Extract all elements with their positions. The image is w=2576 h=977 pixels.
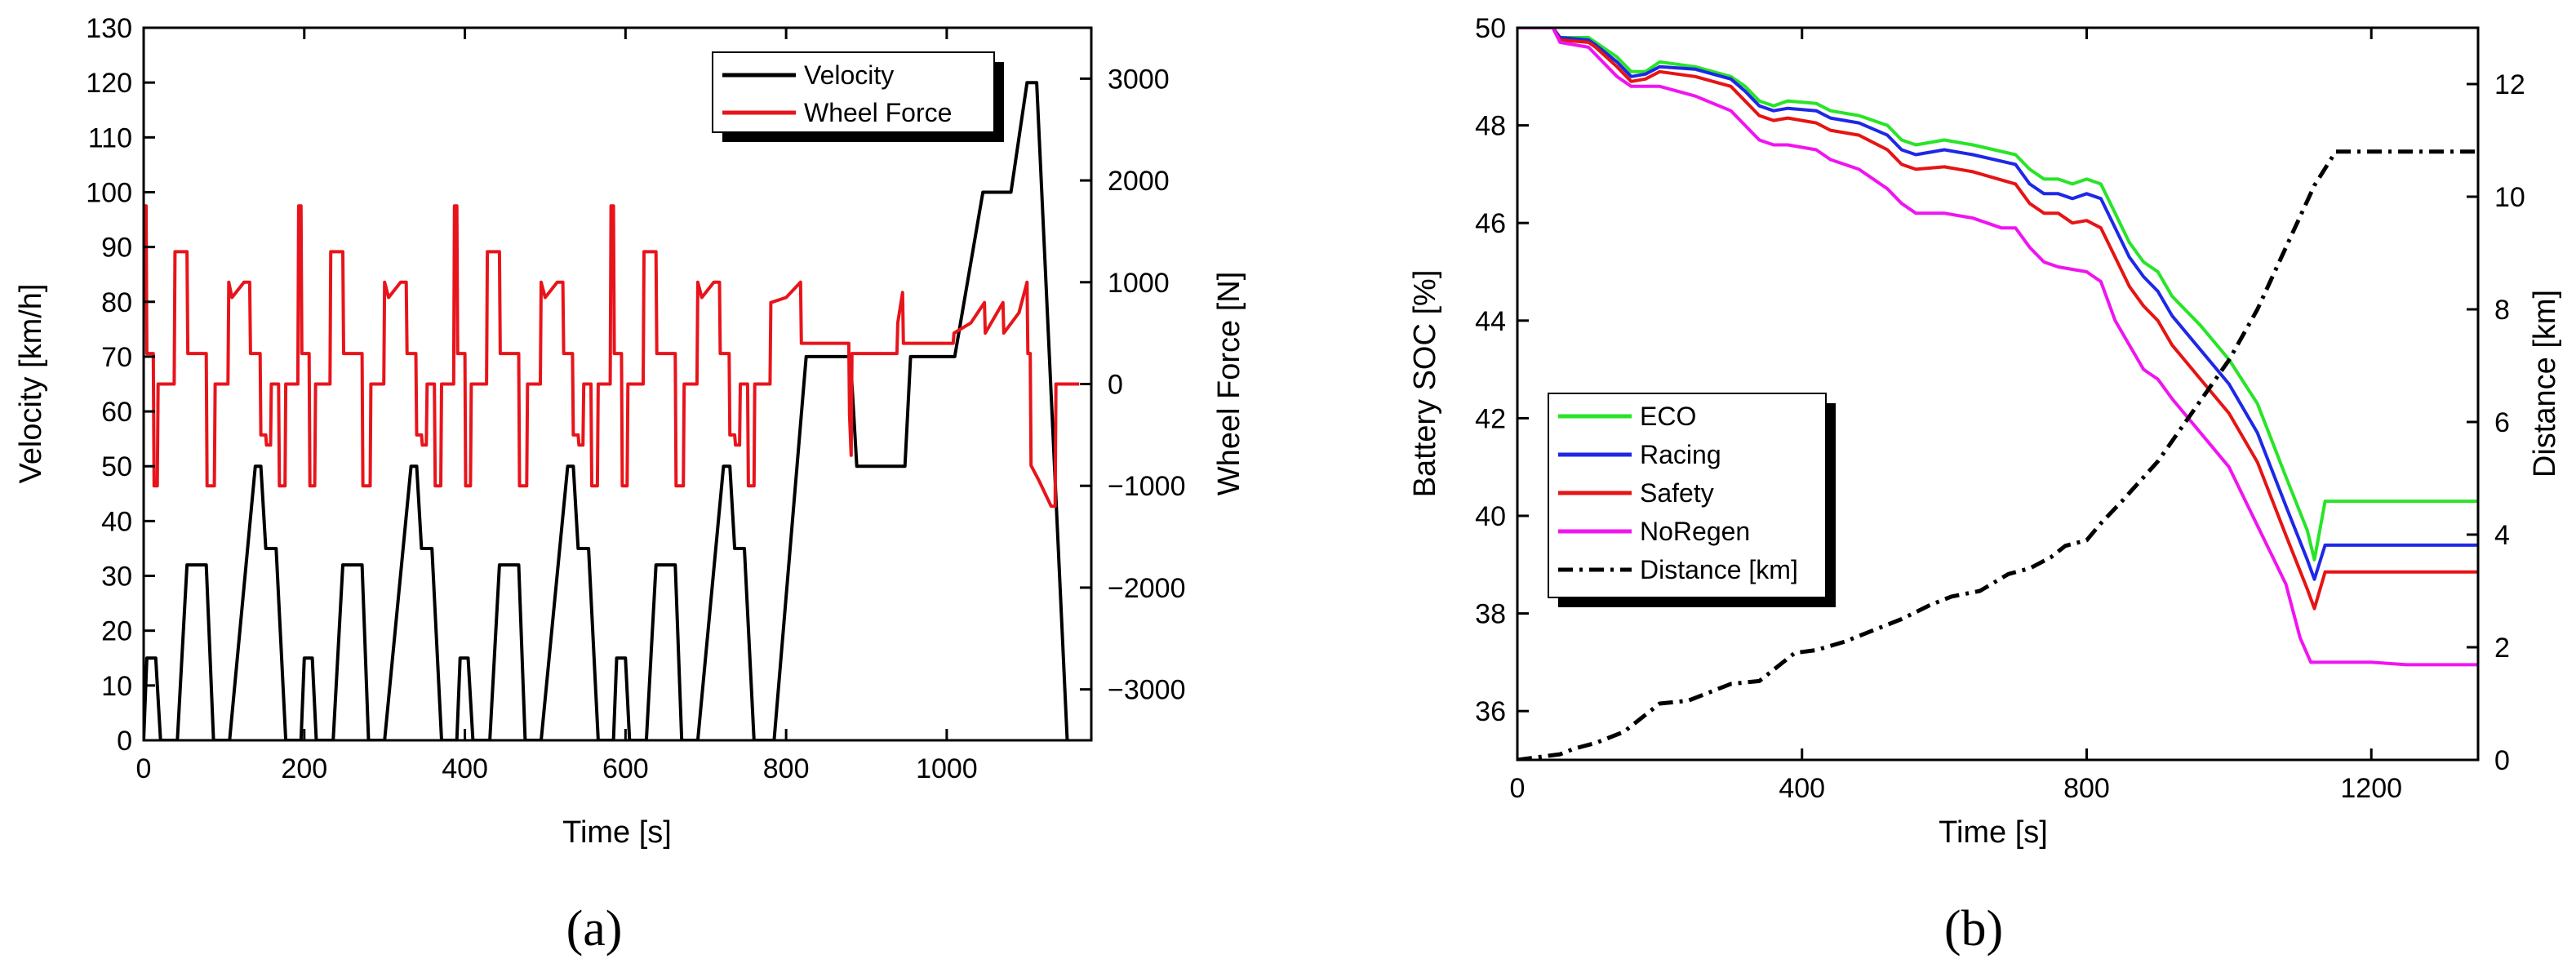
y-tick-label-a: 40: [101, 506, 132, 537]
y-tick-label-a: 50: [101, 451, 132, 482]
x-axis-label-a: Time [s]: [562, 815, 672, 850]
panel-label-b: (b): [1944, 901, 2003, 957]
y2-axis-label-a: Wheel Force [N]: [1212, 272, 1246, 496]
chart-a: 0 200 400 600 800 1000 0 10 20 30 40 50 60 70 80 90 100 1…: [14, 13, 1246, 957]
y2-tick-label-b: 10: [2494, 182, 2525, 213]
series-line-distance-km: [1517, 149, 2478, 760]
y-tick-label-a: 10: [101, 671, 132, 702]
series-line-safety: [1517, 28, 2478, 611]
x-tick-label-b: 400: [1779, 773, 1825, 804]
y-axis-label-b: Battery SOC [%]: [1408, 270, 1442, 498]
y2-tick-label-a: −3000: [1108, 675, 1186, 706]
legend-box-b: [1548, 393, 1827, 598]
y-tick-label-a: 100: [86, 177, 132, 208]
legend-label-b: ECO: [1640, 402, 1696, 431]
x-tick-label-b: 0: [1510, 773, 1526, 804]
y-tick-label-a: 90: [101, 233, 132, 264]
legend-label-a: Velocity: [804, 60, 894, 90]
legend-box-a: [712, 51, 995, 133]
y-tick-label-a: 70: [101, 342, 132, 373]
series-line-eco: [1517, 28, 2478, 562]
x-tick-label-a: 0: [136, 753, 152, 784]
plot-frame-b: [1516, 26, 2480, 762]
y-tick-label-a: 20: [101, 616, 132, 647]
legend-a: Velocity Wheel Force: [712, 51, 1004, 142]
y-tick-label-b: 46: [1475, 208, 1506, 239]
y-tick-label-b: 36: [1475, 696, 1506, 727]
x-tick-label-b: 800: [2063, 773, 2110, 804]
legend-b: ECO Racing Safety NoRegen Distance [km]: [1548, 393, 1836, 607]
y-tick-label-a: 30: [101, 562, 132, 593]
series-line-racing: [1517, 28, 2478, 581]
y2-tick-label-a: −2000: [1108, 573, 1186, 604]
x-tick-label-a: 400: [442, 753, 488, 784]
series-line-wheel-force: [144, 204, 1080, 508]
y-tick-label-b: 44: [1475, 306, 1506, 337]
y2-tick-label-a: 1000: [1108, 268, 1170, 299]
x-tick-label-a: 600: [602, 753, 649, 784]
y2-tick-label-b: 2: [2494, 633, 2510, 664]
legend-label-b: Distance [km]: [1640, 555, 1798, 584]
y-axis-label-a: Velocity [km/h]: [14, 284, 48, 484]
y2-tick-label-b: 6: [2494, 407, 2510, 438]
y-tick-label-a: 110: [88, 122, 132, 153]
y2-tick-label-a: 2000: [1108, 166, 1170, 197]
y-tick-label-b: 40: [1475, 501, 1506, 532]
legend-label-a: Wheel Force: [804, 98, 952, 127]
series-line-noregen: [1517, 28, 2478, 667]
y-tick-label-b: 42: [1475, 403, 1506, 434]
y-tick-label-a: 0: [117, 726, 132, 757]
y-tick-label-b: 48: [1475, 111, 1506, 142]
legend-label-b: Racing: [1640, 440, 1721, 469]
y-tick-label-a: 60: [101, 397, 132, 428]
y2-tick-label-a: 0: [1108, 370, 1123, 401]
y2-tick-label-b: 0: [2494, 745, 2510, 776]
series-line-velocity: [144, 81, 1069, 740]
y-tick-label-a: 80: [101, 287, 132, 318]
x-axis-label-b: Time [s]: [1939, 815, 2048, 850]
legend-label-b: Safety: [1640, 478, 1714, 508]
x-tick-label-a: 800: [763, 753, 810, 784]
y-tick-label-b: 50: [1475, 13, 1506, 44]
y-tick-label-b: 38: [1475, 599, 1506, 630]
panel-label-a: (a): [566, 901, 623, 957]
y-tick-label-a: 120: [86, 68, 132, 99]
y-tick-label-a: 130: [86, 13, 132, 44]
x-tick-label-a: 200: [281, 753, 327, 784]
y2-tick-label-a: −1000: [1108, 471, 1186, 502]
x-tick-label-b: 1200: [2340, 773, 2402, 804]
y2-tick-label-a: 3000: [1108, 64, 1170, 95]
x-tick-label-a: 1000: [916, 753, 978, 784]
y2-tick-label-b: 12: [2494, 69, 2525, 100]
legend-label-b: NoRegen: [1640, 517, 1750, 546]
y2-tick-label-b: 4: [2494, 520, 2510, 551]
y2-tick-label-b: 8: [2494, 295, 2510, 326]
y2-axis-label-b: Distance [km]: [2528, 290, 2562, 477]
